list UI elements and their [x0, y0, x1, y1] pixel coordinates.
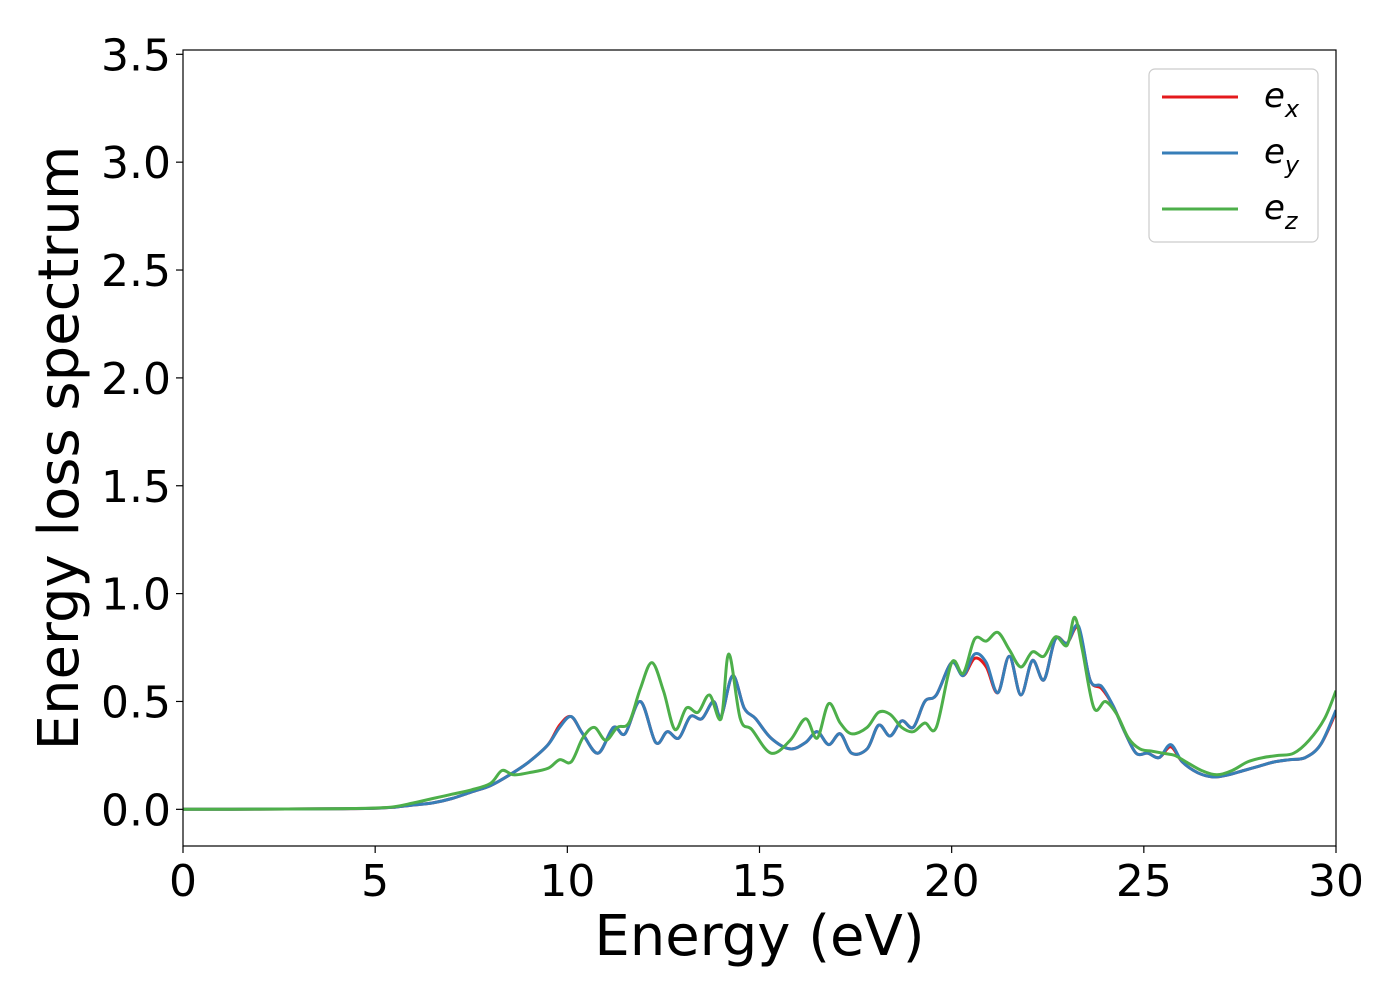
- y-tick-label: 0.5: [101, 677, 171, 728]
- legend-label-base: e: [1264, 132, 1285, 172]
- y-tick-label: 1.0: [101, 570, 171, 621]
- x-tick-label: 0: [169, 856, 197, 907]
- legend-label-subscript: y: [1284, 151, 1300, 179]
- legend-entry-ez: ez: [1162, 188, 1299, 235]
- y-axis-ticks: 0.0 0.5 1.0 1.5 2.0 2.5 3.0 3.5: [101, 30, 183, 836]
- y-tick-label: 2.5: [101, 246, 171, 297]
- series-line-ez: [183, 615, 1336, 811]
- y-tick-label: 0.0: [101, 785, 171, 836]
- legend-label: ey: [1264, 132, 1300, 179]
- y-tick-label: 3.5: [101, 30, 171, 81]
- x-tick-label: 30: [1308, 856, 1364, 907]
- x-axis-label: Energy (eV): [594, 904, 924, 969]
- legend-label-base: e: [1264, 76, 1285, 116]
- series-line-ey: [183, 623, 1336, 811]
- legend-label: ex: [1264, 76, 1300, 123]
- x-tick-label: 15: [732, 856, 788, 907]
- x-tick-label: 5: [361, 856, 389, 907]
- x-tick-label: 25: [1116, 856, 1172, 907]
- legend-label: ez: [1264, 188, 1299, 235]
- legend-label-subscript: z: [1284, 207, 1299, 235]
- y-tick-label: 3.0: [101, 138, 171, 189]
- x-tick-label: 10: [539, 856, 595, 907]
- legend-label-subscript: x: [1284, 95, 1300, 123]
- legend-entry-ey: ey: [1162, 132, 1300, 179]
- y-axis-label: Energy loss spectrum: [27, 146, 92, 751]
- x-tick-label: 20: [924, 856, 980, 907]
- y-tick-label: 2.0: [101, 354, 171, 405]
- x-axis-ticks: 0 5 10 15 20 25 30: [169, 846, 1364, 907]
- legend-box: [1148, 68, 1319, 243]
- y-tick-label: 1.5: [101, 462, 171, 513]
- legend-entry-ex: ex: [1162, 76, 1300, 123]
- legend-label-base: e: [1264, 188, 1285, 228]
- series-layer: [183, 615, 1336, 811]
